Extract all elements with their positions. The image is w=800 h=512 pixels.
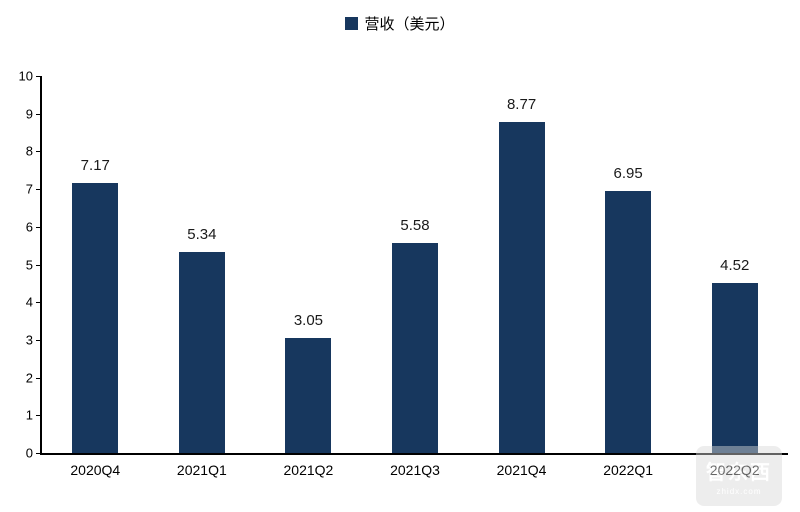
bar-2021Q3 [392,242,438,453]
y-tick-mark [36,226,42,228]
y-tick-label: 1 [25,407,33,423]
y-tick-label: 3 [25,332,33,348]
plot-area: 0 1 2 3 4 5 6 7 8 9 10 7.17 2020Q4 5.34 2021Q1 3.05 2021… [19,69,788,478]
y-tick-label: 0 [25,445,33,461]
x-axis-label: 2021Q4 [496,462,547,478]
watermark-text: 智东西 [706,462,772,484]
y-tick-label: 2 [25,370,33,386]
bar-2021Q2 [285,338,332,453]
watermark: 智东西 zhidx.com [696,446,782,506]
y-tick-mark [36,76,42,77]
bar-2022Q1 [605,191,652,453]
y-tick-label: 6 [25,219,33,235]
y-tick-label: 10 [18,68,33,84]
bar-2021Q1 [178,251,225,453]
y-tick-mark [36,339,42,341]
y-tick-mark [36,415,42,417]
x-axis-label: 2022Q1 [603,462,654,478]
y-tick-mark [36,151,42,153]
y-tick-mark [36,264,42,266]
watermark-subtext: zhidx.com [716,487,762,496]
bar-2021Q4 [498,122,545,453]
x-axis-label: 2020Q4 [70,462,121,478]
y-tick-mark [36,377,42,379]
legend-swatch-icon [345,17,359,30]
x-axis-label: 2022Q2 [709,462,760,478]
bar-value-label: 3.05 [293,312,324,330]
bar-value-label: 4.52 [720,256,750,274]
bar-value-label: 5.58 [400,216,430,234]
bar-2020Q4 [72,182,119,453]
y-tick-mark [36,453,42,454]
y-tick-label: 8 [25,143,33,159]
chart-legend: 营收（美元） [0,13,800,34]
y-tick-label: 5 [25,257,33,272]
bar-value-label: 6.95 [613,165,643,182]
x-axis-label: 2021Q1 [176,462,227,478]
y-tick-mark [36,113,42,115]
y-tick-mark [36,302,42,304]
y-tick-mark [36,189,42,191]
y-tick-label: 9 [25,106,33,122]
bar-value-label: 8.77 [506,96,537,114]
y-tick-label: 4 [25,294,33,310]
bar-2022Q2 [711,282,758,453]
x-axis-label: 2021Q2 [283,462,334,478]
x-axis-label: 2021Q3 [390,462,440,478]
bar-value-label: 7.17 [80,156,110,174]
legend-label: 营收（美元） [364,16,455,33]
bar-value-label: 5.34 [187,225,217,243]
y-tick-label: 7 [25,181,33,197]
